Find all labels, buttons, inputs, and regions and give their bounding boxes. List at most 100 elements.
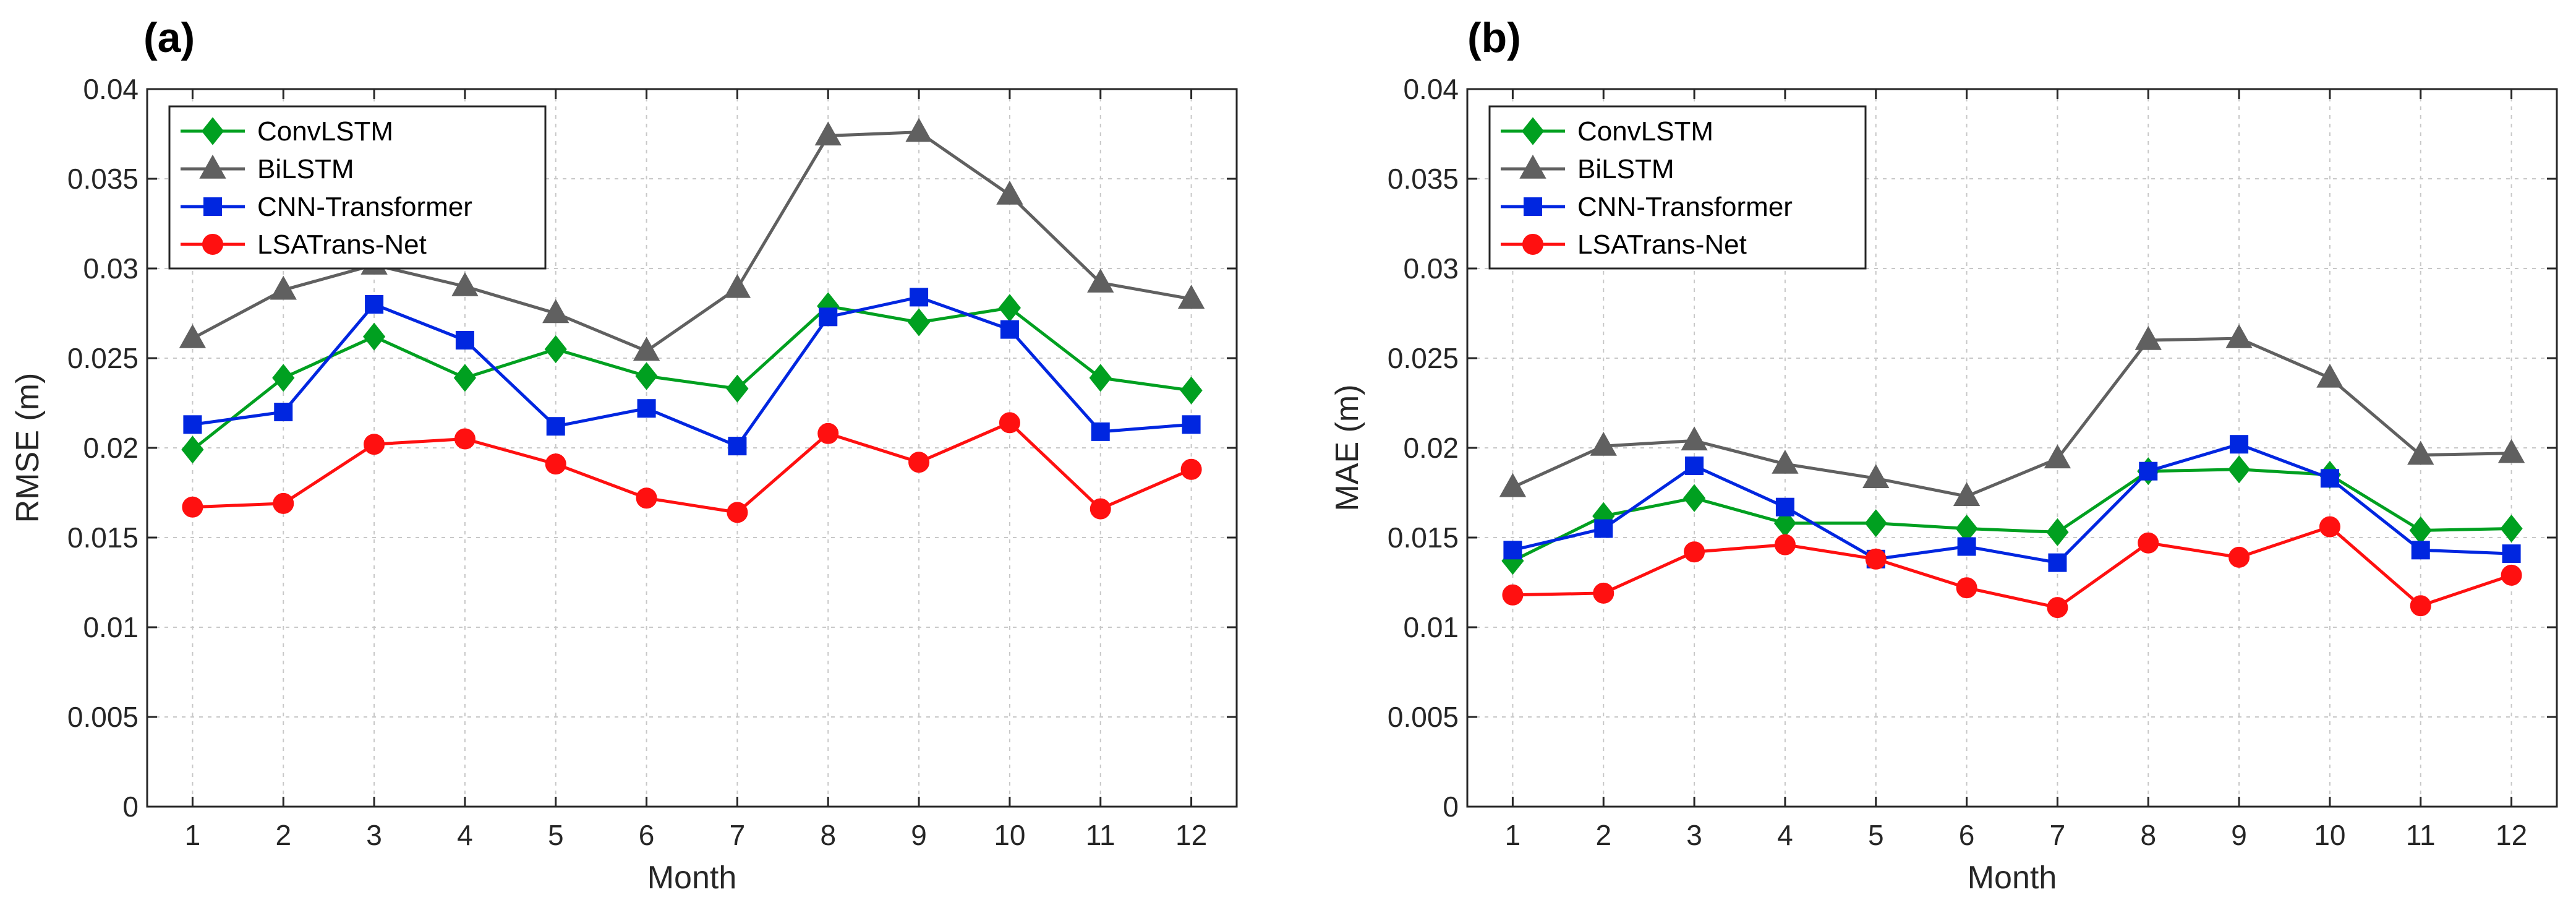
series-line xyxy=(1512,525,2512,609)
y-tick-label-4: 0.015 xyxy=(1388,521,1459,554)
data-point-triangle xyxy=(1087,268,1114,293)
data-point-square xyxy=(1775,497,1794,517)
x-tick-label-1: 1 xyxy=(185,819,201,851)
data-point-diamond xyxy=(453,364,476,392)
series-line xyxy=(192,295,1192,448)
data-point-diamond xyxy=(908,308,931,337)
chart-panel-1: 1 2 3 4 5 6 7 8 9 10 11 1200.0050.010.0150.020.0250… xyxy=(10,14,1238,896)
data-point-square xyxy=(455,331,474,350)
data-point-triangle xyxy=(542,299,569,324)
data-point-square xyxy=(819,307,838,327)
legend-marker-circle xyxy=(202,234,223,255)
data-point-circle xyxy=(2319,516,2340,538)
y-tick-label-8: 0.035 xyxy=(1388,163,1459,195)
data-point-diamond xyxy=(2228,455,2251,484)
series-4 xyxy=(1502,516,2522,619)
data-point-circle xyxy=(2410,595,2431,617)
data-point-circle xyxy=(2501,564,2522,586)
y-tick-label-4: 0.015 xyxy=(67,521,139,554)
y-tick-label-3: 0.01 xyxy=(1403,611,1459,643)
data-point-circle xyxy=(2138,532,2159,554)
data-point-square xyxy=(1957,537,1976,556)
data-point-diamond xyxy=(544,335,567,364)
x-tick-label-10: 10 xyxy=(2314,819,2345,851)
legend-item: LSATrans-Net xyxy=(1501,229,1747,260)
data-point-square xyxy=(637,399,656,418)
data-point-square xyxy=(183,415,202,434)
legend-marker-circle xyxy=(1522,234,1543,255)
legend-label: CNN-Transformer xyxy=(257,192,472,222)
legend-label: ConvLSTM xyxy=(1577,116,1713,147)
data-point-circle xyxy=(273,492,294,514)
y-tick-label-1: 0 xyxy=(122,791,139,823)
data-point-circle xyxy=(1774,534,1796,555)
data-point-diamond xyxy=(363,322,386,351)
legend-box xyxy=(1488,105,1867,270)
legend-item: BiLSTM xyxy=(1501,154,1674,184)
y-tick-label-9: 0.04 xyxy=(1403,73,1459,105)
data-point-triangle xyxy=(270,275,297,300)
data-point-square xyxy=(274,403,293,421)
data-point-square xyxy=(1000,320,1019,339)
data-point-square xyxy=(1594,519,1613,538)
data-point-square xyxy=(2320,469,2339,488)
y-tick-label-2: 0.005 xyxy=(1388,701,1459,733)
data-point-triangle xyxy=(2407,440,2434,465)
data-point-triangle xyxy=(2497,439,2525,463)
data-point-circle xyxy=(364,434,385,455)
x-tick-label-4: 4 xyxy=(457,819,473,851)
x-tick-label-8: 8 xyxy=(2140,819,2156,851)
data-point-square xyxy=(546,417,565,436)
data-point-circle xyxy=(2228,546,2250,568)
legend-item: ConvLSTM xyxy=(1501,116,1713,147)
data-point-diamond xyxy=(181,435,204,464)
x-tick-label-3: 3 xyxy=(1686,819,1702,851)
legend-label: LSATrans-Net xyxy=(1577,229,1747,260)
data-point-triangle xyxy=(2225,324,2253,348)
data-point-diamond xyxy=(1864,509,1887,538)
series-line xyxy=(191,304,1192,451)
series-2 xyxy=(1499,324,2525,506)
series-line xyxy=(192,421,1192,514)
data-point-circle xyxy=(1684,541,1705,563)
panel-label: (b) xyxy=(1467,14,1521,61)
x-tick-label-3: 3 xyxy=(366,819,382,851)
data-point-square xyxy=(2411,541,2430,560)
data-point-triangle xyxy=(1499,473,1527,497)
y-tick-label-1: 0 xyxy=(1443,791,1459,823)
x-tick-label-11: 11 xyxy=(1086,819,1115,851)
x-tick-label-12: 12 xyxy=(1175,819,1207,851)
x-tick-label-7: 7 xyxy=(730,819,746,851)
data-point-circle xyxy=(636,487,657,509)
legend-item: ConvLSTM xyxy=(181,116,393,147)
x-tick-label-5: 5 xyxy=(1868,819,1884,851)
data-point-circle xyxy=(1956,577,1977,599)
x-tick-label-8: 8 xyxy=(820,819,836,851)
y-tick-label-6: 0.025 xyxy=(67,342,139,374)
data-point-triangle xyxy=(723,273,751,298)
legend-label: BiLSTM xyxy=(257,154,354,184)
series-line xyxy=(1512,442,2512,565)
y-tick-label-5: 0.02 xyxy=(1403,432,1459,464)
data-point-diamond xyxy=(272,364,295,392)
data-point-circle xyxy=(182,496,203,518)
legend-label: BiLSTM xyxy=(1577,154,1674,184)
y-tick-label-2: 0.005 xyxy=(67,701,139,733)
data-point-triangle xyxy=(2135,325,2162,350)
data-point-diamond xyxy=(2046,518,2069,546)
data-point-square xyxy=(728,437,747,456)
y-tick-label-8: 0.035 xyxy=(67,163,139,195)
data-point-square xyxy=(1182,415,1201,434)
y-tick-label-6: 0.025 xyxy=(1388,342,1459,374)
legend-label: LSATrans-Net xyxy=(257,229,427,260)
legend-marker-triangle xyxy=(199,154,226,179)
x-tick-label-12: 12 xyxy=(2496,819,2527,851)
x-axis-label: Month xyxy=(647,860,737,896)
x-tick-label-4: 4 xyxy=(1777,819,1793,851)
data-point-square xyxy=(2502,544,2521,564)
data-point-triangle xyxy=(2044,444,2071,469)
data-point-square xyxy=(2048,553,2067,572)
series-line xyxy=(1512,337,2512,498)
legend-marker-diamond xyxy=(201,117,224,145)
